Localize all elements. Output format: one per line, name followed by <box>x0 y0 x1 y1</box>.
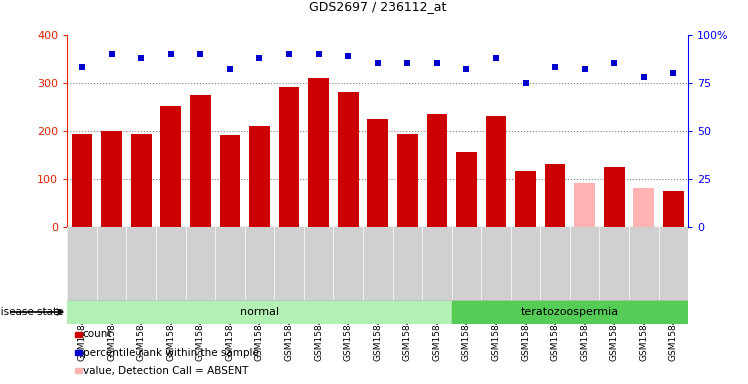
Bar <box>604 167 625 227</box>
Text: percentile rank within the sample: percentile rank within the sample <box>82 348 259 358</box>
Bar <box>190 95 211 227</box>
Bar <box>634 188 654 227</box>
Text: normal: normal <box>240 307 279 317</box>
Bar <box>545 164 565 227</box>
FancyBboxPatch shape <box>452 301 688 323</box>
Bar <box>397 134 417 227</box>
Text: value, Detection Call = ABSENT: value, Detection Call = ABSENT <box>82 366 248 376</box>
Bar <box>574 184 595 227</box>
Bar <box>220 136 240 227</box>
Bar <box>663 190 684 227</box>
Bar <box>426 114 447 227</box>
Bar <box>279 88 299 227</box>
Bar <box>308 78 329 227</box>
Bar <box>249 126 270 227</box>
Bar <box>161 106 181 227</box>
Bar <box>456 152 476 227</box>
Text: GDS2697 / 236112_at: GDS2697 / 236112_at <box>309 0 447 13</box>
Bar <box>485 116 506 227</box>
Bar <box>367 119 388 227</box>
Bar <box>72 134 93 227</box>
Bar <box>338 92 358 227</box>
FancyBboxPatch shape <box>67 301 452 323</box>
Text: teratozoospermia: teratozoospermia <box>521 307 619 317</box>
Bar <box>131 134 152 227</box>
Bar <box>101 131 122 227</box>
Bar <box>515 171 536 227</box>
Text: count: count <box>82 329 112 339</box>
Text: disease state: disease state <box>0 307 64 317</box>
